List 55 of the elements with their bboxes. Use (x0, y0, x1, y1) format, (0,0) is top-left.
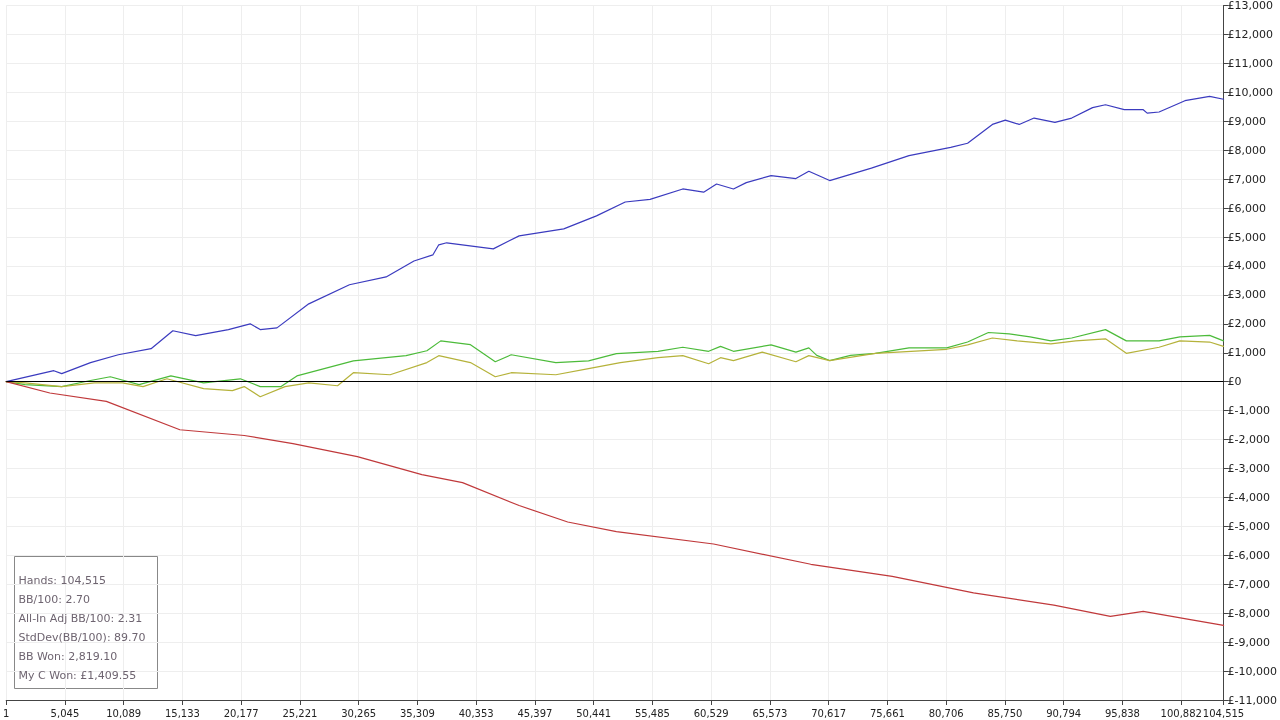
y-tick-label: £-4,000 (1227, 490, 1271, 504)
y-tick-label: £-9,000 (1227, 635, 1271, 649)
y-tick-label: £8,000 (1227, 143, 1267, 157)
y-tick-label: £9,000 (1227, 114, 1267, 128)
x-tick-label: 90,794 (1046, 707, 1082, 719)
x-tick-label: 10,089 (106, 707, 142, 719)
x-tick-label: 55,485 (634, 707, 670, 719)
x-tick-label: 60,529 (693, 707, 729, 719)
y-tick-label: £3,000 (1227, 288, 1267, 302)
annotation: All-In Adj BB/100: 2.31 (18, 611, 143, 625)
y-tick-label: £4,000 (1227, 259, 1267, 273)
x-tick-label: 1 (2, 707, 10, 719)
x-tick-label: 20,177 (223, 707, 259, 719)
y-tick-label: £6,000 (1227, 201, 1267, 215)
y-tick-label: £-3,000 (1227, 462, 1271, 475)
x-tick-label: 80,706 (928, 707, 964, 719)
annotation: BB/100: 2.70 (18, 592, 90, 606)
annotation: BB Won: 2,819.10 (18, 649, 118, 663)
y-tick-label: £-11,000 (1227, 693, 1278, 707)
y-tick-label: £13,000 (1227, 0, 1274, 12)
x-tick-label: 65,573 (752, 707, 788, 719)
y-tick-label: £-6,000 (1227, 548, 1271, 562)
x-tick-label: 100,882 (1160, 707, 1202, 719)
y-tick-label: £11,000 (1227, 56, 1274, 70)
y-tick-label: £-7,000 (1227, 577, 1271, 591)
y-tick-label: £2,000 (1227, 317, 1267, 331)
x-tick-label: 70,617 (811, 707, 847, 719)
line-series (5, 95, 1225, 383)
y-tick-label: £-1,000 (1227, 404, 1271, 418)
x-tick-label: 30,265 (341, 707, 377, 719)
x-tick-label: 104,515 (1202, 707, 1245, 719)
x-tick-label: 35,309 (399, 707, 435, 719)
x-tick-label: 85,750 (987, 707, 1023, 719)
annotation: StdDev(BB/100): 89.70 (18, 630, 146, 644)
line-series (5, 381, 1225, 626)
y-tick-label: £7,000 (1227, 172, 1267, 186)
y-tick-label: £5,000 (1227, 230, 1267, 244)
y-tick-label: £12,000 (1227, 27, 1274, 41)
y-tick-label: £1,000 (1227, 346, 1267, 360)
y-tick-label: £10,000 (1227, 85, 1274, 99)
annotation: My C Won: £1,409.55 (18, 668, 137, 682)
x-tick-label: 25,221 (282, 707, 318, 719)
x-tick-label: 75,661 (869, 707, 905, 719)
y-tick-label: £-5,000 (1227, 519, 1271, 533)
x-tick-label: 15,133 (164, 707, 200, 719)
y-tick-label: £-10,000 (1227, 664, 1278, 678)
x-tick-label: 45,397 (517, 707, 553, 719)
y-tick-label: £-8,000 (1227, 606, 1271, 620)
y-tick-label: £-2,000 (1227, 433, 1271, 447)
x-tick-label: 50,441 (576, 707, 612, 719)
annotation: Hands: 104,515 (18, 573, 106, 587)
x-tick-label: 95,838 (1104, 707, 1140, 719)
y-tick-label: £0 (1227, 375, 1242, 389)
x-tick-label: 40,353 (458, 707, 494, 719)
x-tick-label: 5,045 (50, 707, 80, 719)
